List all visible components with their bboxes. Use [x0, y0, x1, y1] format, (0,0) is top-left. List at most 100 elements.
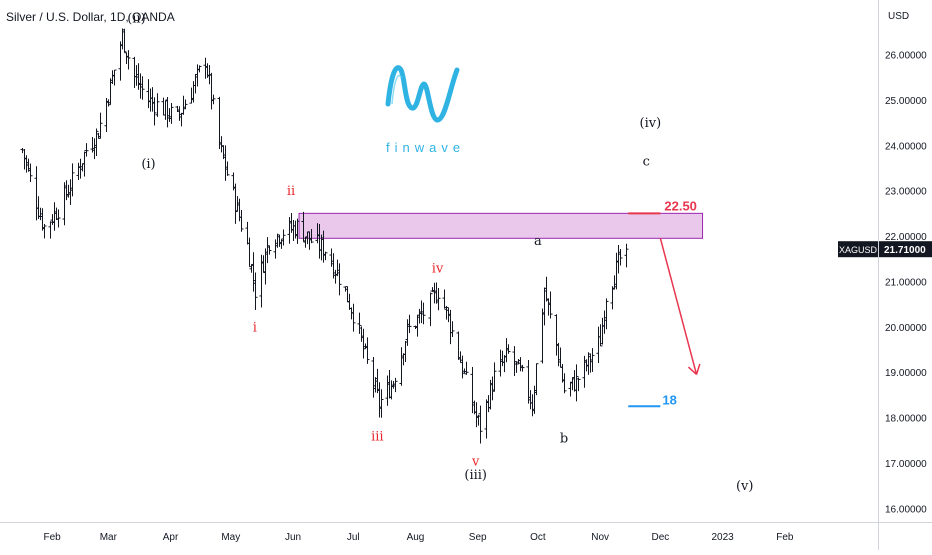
ohlc-bar	[106, 99, 111, 107]
ohlc-bar	[136, 63, 141, 90]
price-tag	[879, 241, 932, 258]
ohlc-bar	[590, 348, 595, 372]
ohlc-bar	[152, 97, 157, 126]
ohlc-bar	[169, 103, 174, 124]
x-tick-label: Mar	[100, 532, 118, 543]
ohlc-bar	[377, 382, 382, 418]
ohlc-bar	[421, 302, 426, 325]
ohlc-bar	[618, 249, 623, 266]
ohlc-bar	[56, 209, 61, 228]
y-tick-label: 23.00000	[885, 187, 927, 198]
ohlc-bar	[281, 229, 286, 246]
ohlc-bar	[225, 161, 230, 176]
wave-label: i	[253, 320, 257, 335]
ohlc-bar	[275, 233, 280, 248]
ohlc-bar	[273, 239, 278, 259]
wave-label: ii	[287, 184, 295, 199]
ohlc-bar	[586, 352, 591, 375]
ohlc-bar	[478, 405, 483, 444]
ohlc-bar	[203, 57, 208, 79]
ohlc-bar	[140, 76, 145, 100]
ohlc-bar	[474, 402, 479, 428]
wave-logo-icon	[385, 65, 460, 123]
symbol-tag	[838, 241, 878, 258]
ohlc-bar	[428, 292, 433, 327]
ohlc-bar	[251, 252, 256, 292]
ohlc-bar	[602, 310, 607, 334]
ohlc-bar	[534, 363, 539, 396]
ohlc-bar	[492, 362, 497, 392]
x-tick-label: 2023	[711, 532, 734, 543]
ohlc-bar	[62, 182, 67, 226]
ohlc-bar	[407, 314, 412, 334]
ohlc-bar	[94, 128, 99, 156]
ohlc-bar	[502, 355, 507, 373]
ohlc-bar	[403, 341, 408, 363]
ohlc-bar	[126, 50, 131, 70]
y-tick-label: 16.00000	[885, 504, 927, 515]
logo-text: finwave	[386, 140, 465, 155]
y-tick-label: 24.00000	[885, 141, 927, 152]
finwave-logo: finwave	[385, 65, 465, 155]
ohlc-bar	[470, 367, 475, 414]
ohlc-bar	[442, 289, 447, 309]
ohlc-bar	[84, 143, 89, 157]
ohlc-bar	[528, 390, 533, 410]
ohlc-bar	[265, 237, 270, 264]
ohlc-bar	[373, 377, 378, 393]
ohlc-bar	[365, 337, 370, 364]
ohlc-bar	[393, 377, 398, 393]
wave-label: b	[560, 432, 568, 447]
ohlc-bar	[249, 264, 254, 273]
x-tick-label: Oct	[530, 532, 546, 543]
ohlc-bar	[335, 259, 340, 277]
ohlc-bar	[279, 239, 284, 249]
ohlc-bar	[556, 342, 561, 367]
ohlc-bar	[385, 375, 390, 406]
ohlc-bars	[20, 28, 629, 444]
ohlc-bar	[193, 74, 198, 94]
ohlc-bar	[417, 308, 422, 324]
ohlc-bar	[122, 28, 127, 53]
ohlc-bar	[291, 220, 296, 241]
ohlc-bar	[155, 93, 160, 117]
ohlc-bar	[464, 361, 469, 375]
wave-label: iv	[432, 261, 444, 276]
ohlc-bar	[349, 307, 354, 320]
ohlc-bar	[616, 244, 621, 274]
ohlc-bar	[146, 79, 151, 109]
x-tick-label: Aug	[407, 532, 425, 543]
ohlc-bar	[189, 87, 194, 104]
ohlc-bar	[54, 207, 59, 220]
ohlc-bar	[460, 355, 465, 379]
y-tick-label: 25.00000	[885, 96, 927, 107]
ohlc-bar	[163, 100, 168, 120]
ohlc-bar	[363, 343, 368, 349]
x-tick-label: Nov	[591, 532, 609, 543]
y-tick-label: 19.00000	[885, 368, 927, 379]
wave-label: v	[471, 454, 480, 469]
projection-arrow	[659, 238, 701, 376]
ohlc-bar	[546, 298, 551, 316]
ohlc-bar	[476, 414, 481, 426]
x-tick-label: Feb	[776, 532, 794, 543]
resistance-zone[interactable]	[298, 212, 704, 239]
ohlc-bar	[209, 72, 214, 110]
ohlc-bar	[247, 237, 252, 268]
ohlc-bar	[223, 145, 228, 181]
x-tick-label: Jul	[347, 532, 360, 543]
ohlc-bar	[50, 214, 55, 225]
ohlc-bar	[277, 234, 282, 247]
ohlc-bar	[66, 184, 71, 198]
y-tick-label: 22.00000	[885, 232, 927, 243]
ohlc-bar	[20, 147, 25, 154]
ohlc-bar	[167, 108, 172, 122]
ohlc-bar	[132, 56, 137, 89]
ohlc-bar	[582, 355, 587, 388]
ohlc-bar	[486, 395, 491, 413]
ohlc-bar	[98, 112, 103, 139]
currency-label: USD	[888, 11, 909, 22]
ohlc-bar	[624, 243, 629, 268]
